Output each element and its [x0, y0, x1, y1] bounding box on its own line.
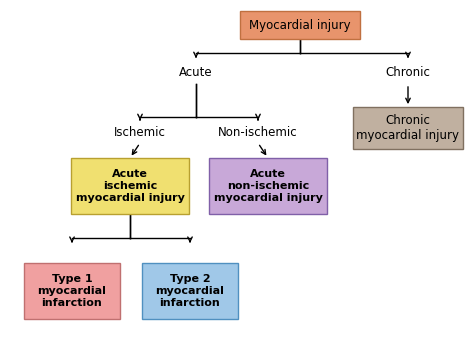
Text: Acute
non-ischemic
myocardial injury: Acute non-ischemic myocardial injury [214, 169, 322, 203]
Text: Chronic: Chronic [385, 67, 430, 80]
Text: Type 1
myocardial
infarction: Type 1 myocardial infarction [37, 274, 107, 308]
FancyBboxPatch shape [209, 158, 327, 214]
FancyBboxPatch shape [142, 263, 238, 319]
Text: Ischemic: Ischemic [114, 127, 166, 140]
Text: Acute: Acute [179, 67, 213, 80]
Text: Chronic
myocardial injury: Chronic myocardial injury [356, 114, 459, 142]
FancyBboxPatch shape [240, 11, 360, 39]
FancyBboxPatch shape [353, 107, 463, 149]
FancyBboxPatch shape [71, 158, 189, 214]
Text: Acute
ischemic
myocardial injury: Acute ischemic myocardial injury [75, 169, 184, 203]
Text: Non-ischemic: Non-ischemic [218, 127, 298, 140]
Text: Type 2
myocardial
infarction: Type 2 myocardial infarction [155, 274, 224, 308]
FancyBboxPatch shape [24, 263, 120, 319]
Text: Myocardial injury: Myocardial injury [249, 19, 351, 32]
